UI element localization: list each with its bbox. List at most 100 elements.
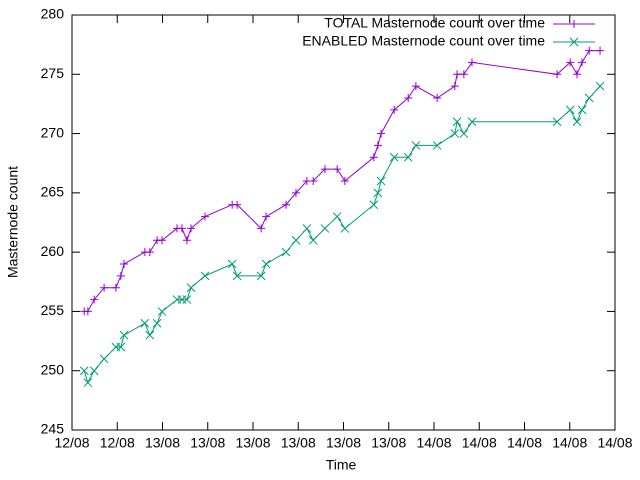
x-tick-label: 13/08 <box>145 435 180 451</box>
point <box>468 58 477 67</box>
point <box>291 188 300 197</box>
point <box>552 117 562 127</box>
point <box>90 295 99 304</box>
y-tick-label: 270 <box>41 124 65 140</box>
legend-label: ENABLED Masternode count over time <box>302 33 545 49</box>
point <box>309 177 318 185</box>
point <box>433 94 442 102</box>
point <box>119 330 129 340</box>
point <box>200 271 210 281</box>
x-tick-label: 12/08 <box>100 435 135 451</box>
point <box>373 188 383 198</box>
point <box>99 354 109 364</box>
point <box>565 105 575 115</box>
x-tick-label: 14/08 <box>507 435 542 451</box>
y-tick-label: 260 <box>41 243 65 259</box>
point <box>403 152 413 162</box>
point <box>308 235 318 245</box>
point <box>182 236 191 245</box>
point <box>89 366 99 376</box>
x-tick-label: 14/08 <box>552 435 587 451</box>
series-line <box>83 85 601 384</box>
x-tick-label: 14/08 <box>416 435 451 451</box>
point <box>291 235 301 245</box>
y-tick-label: 245 <box>41 421 65 437</box>
point <box>320 165 329 174</box>
point <box>201 212 210 221</box>
point <box>340 224 350 233</box>
point <box>232 271 242 281</box>
point <box>83 378 93 387</box>
x-tick-label: 13/08 <box>281 435 316 451</box>
point <box>227 259 237 269</box>
point <box>389 152 399 162</box>
point <box>182 295 192 304</box>
point <box>333 165 342 174</box>
point <box>453 70 462 79</box>
point <box>340 177 349 185</box>
y-tick-label: 265 <box>41 184 65 200</box>
point <box>177 224 186 233</box>
point <box>377 129 386 138</box>
point <box>373 141 382 150</box>
point <box>83 307 92 316</box>
point <box>152 318 162 328</box>
point <box>584 93 594 103</box>
point <box>262 212 271 221</box>
x-tick-label: 13/08 <box>326 435 361 451</box>
point <box>145 330 155 340</box>
point <box>450 82 459 91</box>
point <box>467 117 477 127</box>
point <box>120 260 129 268</box>
point <box>281 247 291 257</box>
point <box>452 117 462 127</box>
point <box>585 46 594 55</box>
point <box>320 224 330 233</box>
point <box>116 342 126 352</box>
point <box>577 58 586 67</box>
point <box>404 94 413 102</box>
x-tick-label: 13/08 <box>371 435 406 451</box>
point <box>572 117 582 127</box>
point <box>79 366 89 376</box>
y-tick-label: 255 <box>41 302 65 318</box>
point <box>116 271 125 280</box>
x-tick-label: 14/08 <box>597 435 632 451</box>
point <box>100 283 109 292</box>
y-tick-label: 280 <box>41 6 65 22</box>
x-tick-label: 13/08 <box>235 435 270 451</box>
point <box>369 200 379 210</box>
point <box>158 236 167 245</box>
legend-marker <box>569 37 579 47</box>
x-tick-label: 12/08 <box>54 435 89 451</box>
point <box>369 153 378 162</box>
point <box>376 176 386 186</box>
point <box>302 224 312 233</box>
point <box>186 283 196 293</box>
point <box>596 46 605 55</box>
point <box>157 307 167 316</box>
point <box>282 200 291 209</box>
plot-frame <box>71 14 616 431</box>
point <box>256 271 266 281</box>
point <box>411 141 421 150</box>
point <box>145 248 154 257</box>
point <box>257 224 266 233</box>
point <box>432 141 442 150</box>
point <box>566 58 575 67</box>
point <box>450 129 460 138</box>
legend-marker <box>570 20 578 28</box>
x-axis-label: Time <box>326 457 357 473</box>
point <box>390 105 399 114</box>
point <box>459 70 468 79</box>
point <box>553 70 562 79</box>
point <box>261 259 271 269</box>
point <box>411 82 420 91</box>
point <box>459 129 469 138</box>
y-axis-label: Masternode count <box>5 166 21 278</box>
point <box>140 318 150 328</box>
y-tick-label: 275 <box>41 65 65 81</box>
x-tick-label: 14/08 <box>462 435 497 451</box>
